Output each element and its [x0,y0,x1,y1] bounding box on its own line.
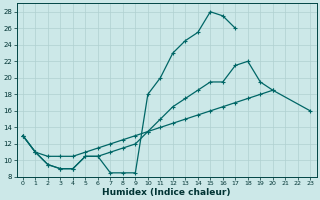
X-axis label: Humidex (Indice chaleur): Humidex (Indice chaleur) [102,188,231,197]
